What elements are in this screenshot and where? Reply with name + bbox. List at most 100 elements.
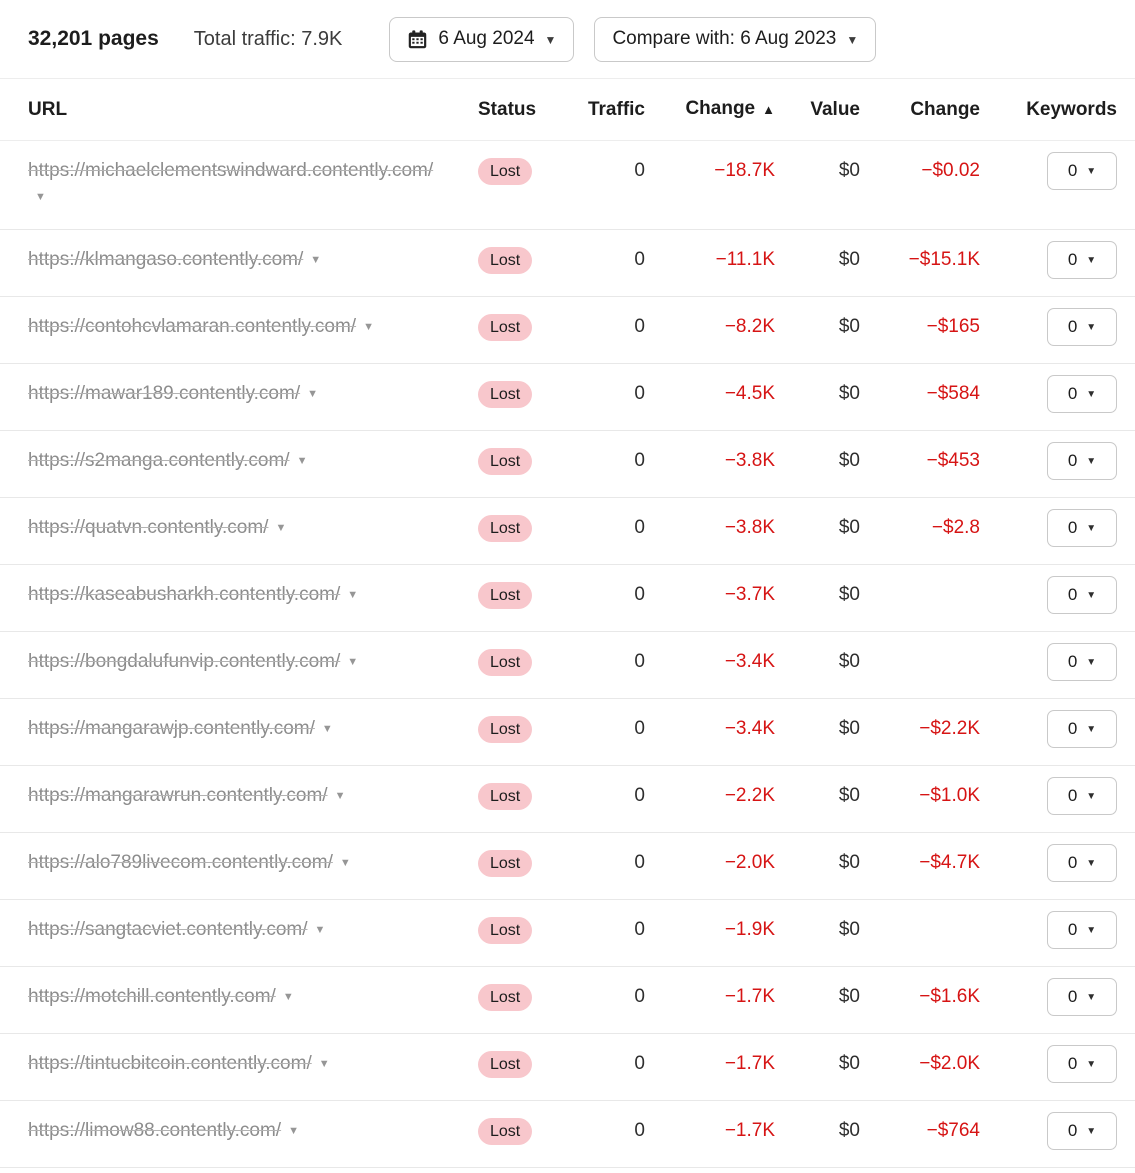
url-dropdown-caret-icon[interactable]: ▼: [275, 522, 287, 534]
url-dropdown-caret-icon[interactable]: ▼: [282, 991, 294, 1003]
traffic-value: 0: [565, 363, 650, 431]
url-dropdown-caret-icon[interactable]: ▼: [321, 723, 333, 735]
column-header-keywords[interactable]: Keywords: [985, 79, 1135, 141]
value-change-value: −$1.0K: [865, 765, 985, 833]
dollar-value: $0: [780, 698, 865, 766]
status-badge: Lost: [478, 1118, 533, 1145]
status-badge: Lost: [478, 381, 533, 408]
traffic-value: 0: [565, 229, 650, 297]
page-url[interactable]: https://kaseabusharkh.contently.com/: [28, 584, 341, 605]
keywords-dropdown[interactable]: 0 ▼: [1047, 509, 1117, 547]
chevron-down-icon: ▼: [1086, 456, 1097, 467]
url-dropdown-caret-icon[interactable]: ▼: [314, 924, 326, 936]
page-url[interactable]: https://quatvn.contently.com/: [28, 517, 269, 538]
page-url[interactable]: https://mawar189.contently.com/: [28, 383, 301, 404]
keywords-dropdown[interactable]: 0 ▼: [1047, 978, 1117, 1016]
keywords-count: 0: [1067, 719, 1078, 738]
column-header-url[interactable]: URL: [0, 79, 460, 141]
calendar-icon: [407, 29, 428, 50]
column-header-traffic[interactable]: Traffic: [565, 79, 650, 141]
dollar-value: $0: [780, 1100, 865, 1168]
url-dropdown-caret-icon[interactable]: ▼: [339, 857, 351, 869]
keywords-count: 0: [1067, 518, 1078, 537]
chevron-down-icon: ▼: [1086, 322, 1097, 333]
status-badge: Lost: [478, 158, 533, 185]
page-url[interactable]: https://mangarawrun.contently.com/: [28, 785, 328, 806]
value-change-value: −$15.1K: [865, 229, 985, 297]
keywords-dropdown[interactable]: 0 ▼: [1047, 375, 1117, 413]
url-dropdown-caret-icon[interactable]: ▼: [363, 321, 374, 333]
keywords-dropdown[interactable]: 0 ▼: [1047, 1112, 1117, 1150]
page-url[interactable]: https://bongdalufunvip.contently.com/: [28, 651, 341, 672]
traffic-value: 0: [565, 899, 650, 967]
keywords-dropdown[interactable]: 0 ▼: [1047, 576, 1117, 614]
chevron-down-icon: ▼: [1086, 657, 1097, 668]
page-url[interactable]: https://michaelclementswindward.contentl…: [28, 160, 434, 181]
url-dropdown-caret-icon[interactable]: ▼: [288, 1125, 299, 1137]
date-picker-label: 6 Aug 2024: [438, 28, 535, 49]
keywords-count: 0: [1067, 786, 1078, 805]
column-header-status[interactable]: Status: [460, 79, 565, 141]
traffic-change-value: −4.5K: [650, 363, 780, 431]
value-change-value: −$2.0K: [865, 1033, 985, 1101]
column-header-traffic-change[interactable]: Change ▲: [650, 79, 780, 141]
column-header-value-change[interactable]: Change: [865, 79, 985, 141]
url-dropdown-caret-icon[interactable]: ▼: [296, 455, 308, 467]
page-url[interactable]: https://mangarawjp.contently.com/: [28, 718, 315, 739]
page-url[interactable]: https://klmangaso.contently.com/: [28, 249, 304, 270]
chevron-down-icon: ▼: [1086, 858, 1097, 869]
url-dropdown-caret-icon[interactable]: ▼: [334, 790, 346, 802]
keywords-dropdown[interactable]: 0 ▼: [1047, 442, 1117, 480]
table-row: https://alo789livecom.contently.com/ ▼ Lo…: [0, 832, 1135, 900]
traffic-change-value: −1.7K: [650, 1033, 780, 1101]
keywords-dropdown[interactable]: 0 ▼: [1047, 710, 1117, 748]
table-row: https://tintucbitcoin.contently.com/ ▼ Lo…: [0, 1033, 1135, 1101]
status-badge: Lost: [478, 314, 533, 341]
keywords-dropdown[interactable]: 0 ▼: [1047, 844, 1117, 882]
page-url[interactable]: https://tintucbitcoin.contently.com/: [28, 1053, 312, 1074]
traffic-value: 0: [565, 832, 650, 900]
page-url[interactable]: https://alo789livecom.contently.com/: [28, 852, 333, 873]
page-url[interactable]: https://limow88.contently.com/: [28, 1120, 282, 1141]
keywords-dropdown[interactable]: 0 ▼: [1047, 152, 1117, 190]
url-dropdown-caret-icon[interactable]: ▼: [347, 656, 359, 668]
keywords-dropdown[interactable]: 0 ▼: [1047, 241, 1117, 279]
url-dropdown-caret-icon[interactable]: ▼: [310, 254, 322, 266]
dollar-value: $0: [780, 140, 865, 230]
page-url[interactable]: https://sangtacviet.contently.com/: [28, 919, 308, 940]
dollar-value: $0: [780, 832, 865, 900]
value-change-value: −$0.02: [865, 140, 985, 230]
keywords-dropdown[interactable]: 0 ▼: [1047, 911, 1117, 949]
chevron-down-icon: ▼: [846, 33, 859, 47]
status-badge: Lost: [478, 917, 533, 944]
table-row: https://quatvn.contently.com/ ▼ Lost 0 −3…: [0, 497, 1135, 565]
chevron-down-icon: ▼: [544, 33, 557, 47]
value-change-value: −$4.7K: [865, 832, 985, 900]
keywords-dropdown[interactable]: 0 ▼: [1047, 777, 1117, 815]
keywords-dropdown[interactable]: 0 ▼: [1047, 1045, 1117, 1083]
date-picker-button[interactable]: 6 Aug 2024 ▼: [389, 16, 575, 62]
traffic-value: 0: [565, 497, 650, 565]
table-row: https://limow88.contently.com/ ▼ Lost 0 −…: [0, 1100, 1135, 1168]
column-header-value[interactable]: Value: [780, 79, 865, 141]
status-badge: Lost: [478, 247, 533, 274]
table-row: https://bongdalufunvip.contently.com/ ▼ L…: [0, 631, 1135, 699]
url-dropdown-caret-icon[interactable]: ▼: [35, 191, 46, 203]
status-badge: Lost: [478, 984, 533, 1011]
keywords-count: 0: [1067, 1054, 1078, 1073]
url-dropdown-caret-icon[interactable]: ▼: [307, 388, 318, 400]
chevron-down-icon: ▼: [1086, 791, 1097, 802]
compare-date-button[interactable]: Compare with: 6 Aug 2023 ▼: [594, 16, 877, 62]
url-dropdown-caret-icon[interactable]: ▼: [318, 1058, 330, 1070]
keywords-dropdown[interactable]: 0 ▼: [1047, 308, 1117, 346]
url-dropdown-caret-icon[interactable]: ▼: [347, 589, 359, 601]
page-url[interactable]: https://motchill.contently.com/: [28, 986, 276, 1007]
keywords-dropdown[interactable]: 0 ▼: [1047, 643, 1117, 681]
chevron-down-icon: ▼: [1086, 1126, 1097, 1137]
page-url[interactable]: https://contohcvlamaran.contently.com/: [28, 316, 357, 337]
table-body: https://michaelclementswindward.contentl…: [0, 140, 1135, 1168]
chevron-down-icon: ▼: [1086, 992, 1097, 1003]
status-badge: Lost: [478, 783, 533, 810]
page-url[interactable]: https://s2manga.contently.com/: [28, 450, 290, 471]
dollar-value: $0: [780, 966, 865, 1034]
